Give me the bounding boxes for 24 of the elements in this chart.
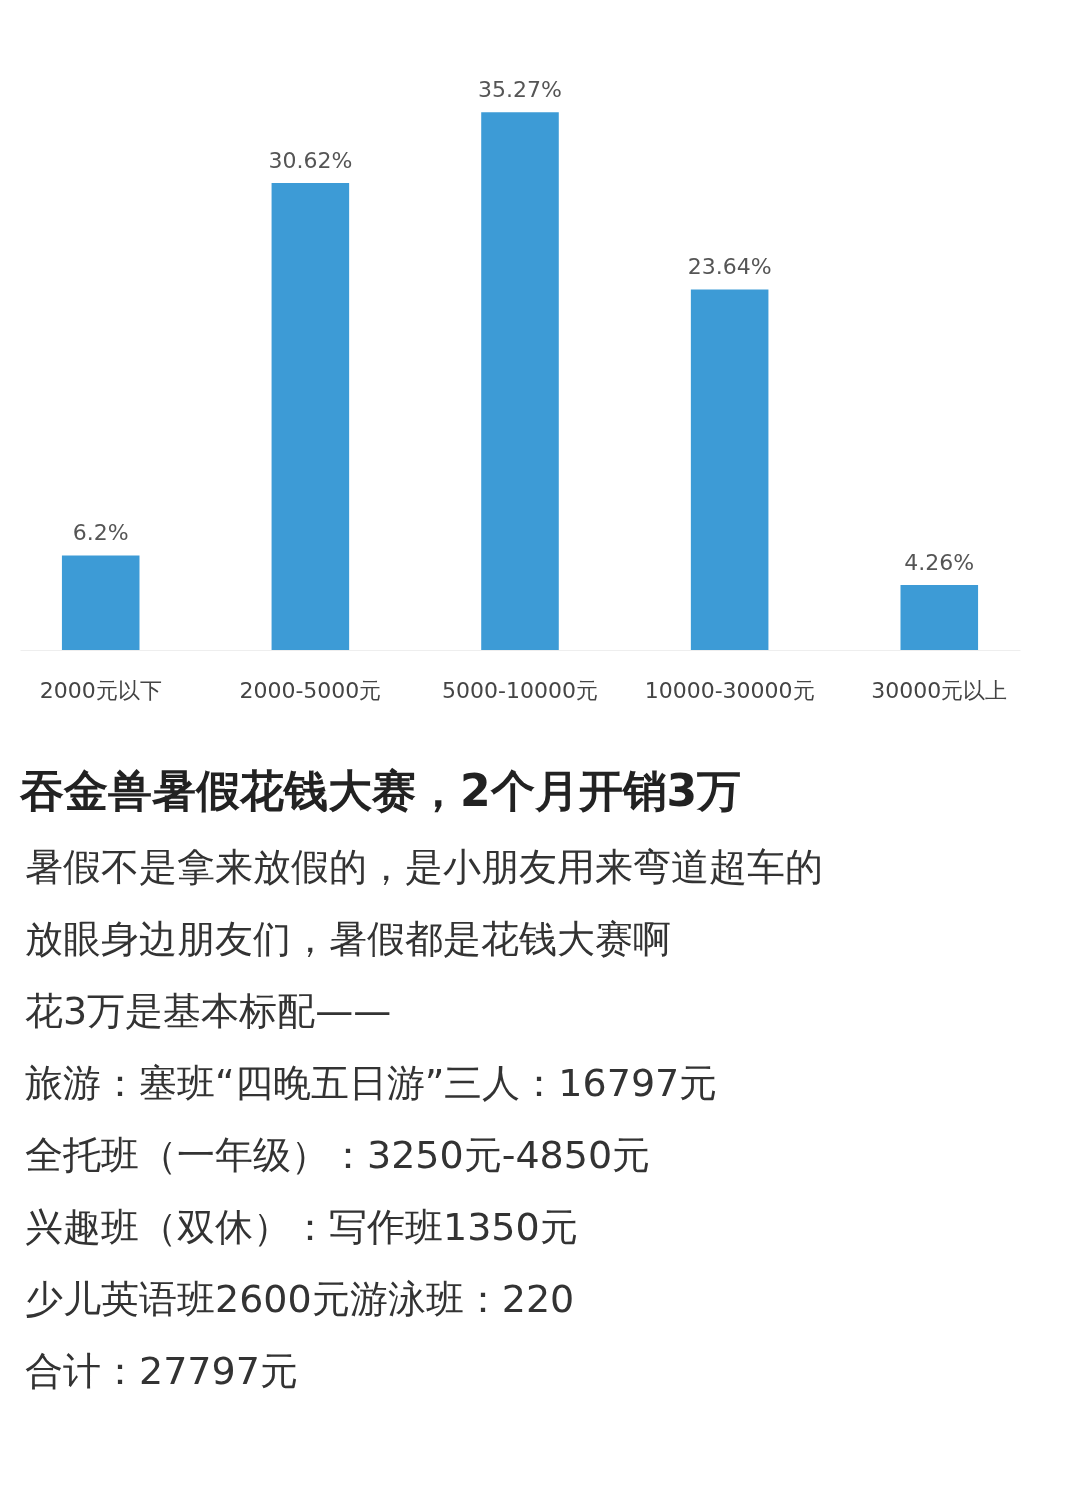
text: 暑假不是拿来放假的，是小朋友用来弯道超车的 [25,845,823,889]
bar [481,112,559,650]
data-label: 30.62% [268,148,353,174]
text: 旅游：塞班“四晚五日游”三人：16797元 [25,1061,718,1105]
text: 兴趣班（双休）：写作班1350元 [25,1205,578,1249]
bar [900,585,979,650]
text: 放眼身边朋友们，暑假都是花钱大赛啊 [25,917,671,961]
x-tick-label: 30000元以上 [871,677,1008,703]
bar [271,183,350,650]
data-label: 35.27% [478,77,562,103]
bar [690,289,769,650]
x-tick-label: 10000-30000元 [644,677,815,703]
data-label: 23.64% [687,254,772,280]
x-tick-label: 2000-5000元 [239,677,382,703]
text: 合计：27797元 [25,1349,298,1393]
text: 全托班（一年级）：3250元-4850元 [25,1133,651,1177]
data-label: 4.26% [904,550,975,576]
data-label: 6.2% [72,520,129,546]
x-tick-label: 5000-10000元 [442,677,598,703]
text: 吞金兽暑假花钱大赛，2个月开销3万 [19,765,742,816]
text: 少儿英语班2600元游泳班：220 [25,1277,575,1321]
text: 花3万是基本标配—— [25,989,392,1033]
x-tick-label: 2000元以下 [39,677,162,703]
bar [61,555,140,650]
